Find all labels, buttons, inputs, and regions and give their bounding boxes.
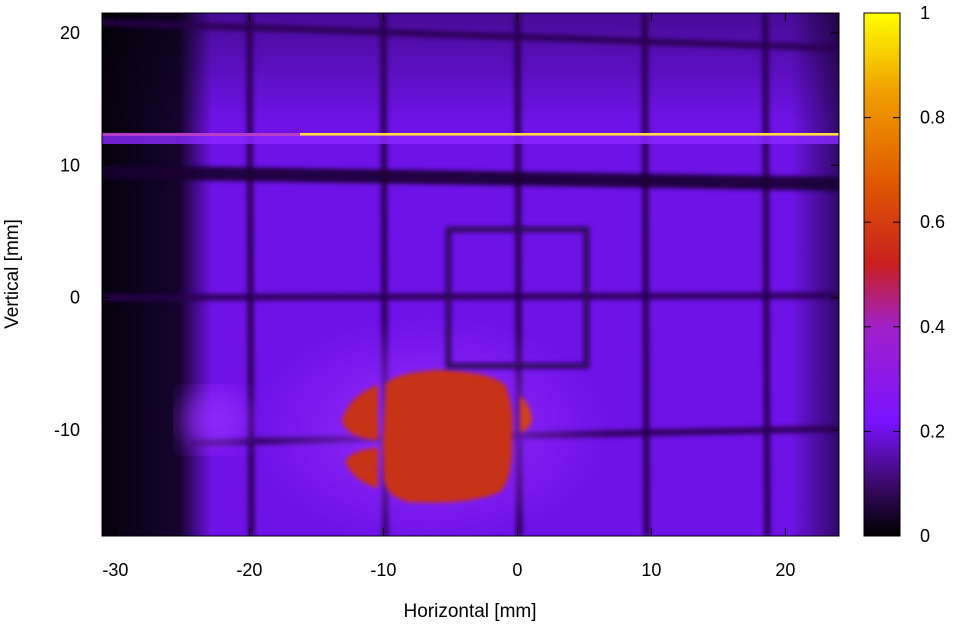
y-tick-label: -10: [54, 420, 80, 440]
hotspot: [180, 315, 610, 536]
colorbar-tick-label: 0.8: [920, 108, 945, 128]
y-axis-label: Vertical [mm]: [2, 219, 23, 329]
vertical-wire: [245, 13, 255, 536]
colorbar-tick-label: 0.4: [920, 317, 945, 337]
colorbar: 0 0.2 0.4 0.6 0.8 1: [863, 3, 945, 546]
y-tick-label: 0: [70, 288, 80, 308]
vertical-wire: [761, 13, 771, 536]
plot-frame: [101, 12, 840, 537]
top-shade: [102, 13, 839, 123]
y-tick-label: 10: [60, 155, 80, 175]
x-axis-label: Horizontal [mm]: [403, 601, 536, 622]
colorbar-tick-label: 0: [920, 526, 930, 546]
colorbar-gradient: [863, 12, 901, 537]
vertical-wire: [641, 13, 651, 536]
x-tick-label: 0: [512, 560, 522, 580]
horizontal-wire: [102, 18, 839, 52]
x-tick-label: 20: [775, 560, 795, 580]
x-axis: -30 -20 -10 0 10 20: [102, 13, 795, 580]
x-tick-label: -10: [370, 560, 396, 580]
target-square: [445, 226, 590, 369]
hotspot-core: [383, 370, 513, 503]
horizontal-wire: [102, 292, 839, 302]
colorbar-tick-label: 1: [920, 3, 930, 23]
x-tick-label: -20: [236, 560, 262, 580]
x-tick-label: -30: [102, 560, 128, 580]
x-tick-label: 10: [641, 560, 661, 580]
bright-line: [300, 133, 839, 136]
hotspot-left-lower-lobe: [345, 448, 378, 488]
heatmap-image: [102, 13, 839, 536]
horizontal-wire: [102, 164, 839, 191]
y-tick-label: 20: [60, 23, 80, 43]
hotspot-right-lobe: [520, 395, 532, 432]
right-shade: [790, 13, 839, 536]
colorbar-tick-label: 0.6: [920, 212, 945, 232]
y-axis: -10 0 10 20: [54, 23, 839, 440]
bright-band: [102, 135, 839, 144]
colorbar-tick-label: 0.2: [920, 421, 945, 441]
left-bright-spot: [180, 390, 250, 450]
hotspot-left-lobe: [342, 385, 378, 440]
left-shadow-region: [102, 13, 212, 536]
